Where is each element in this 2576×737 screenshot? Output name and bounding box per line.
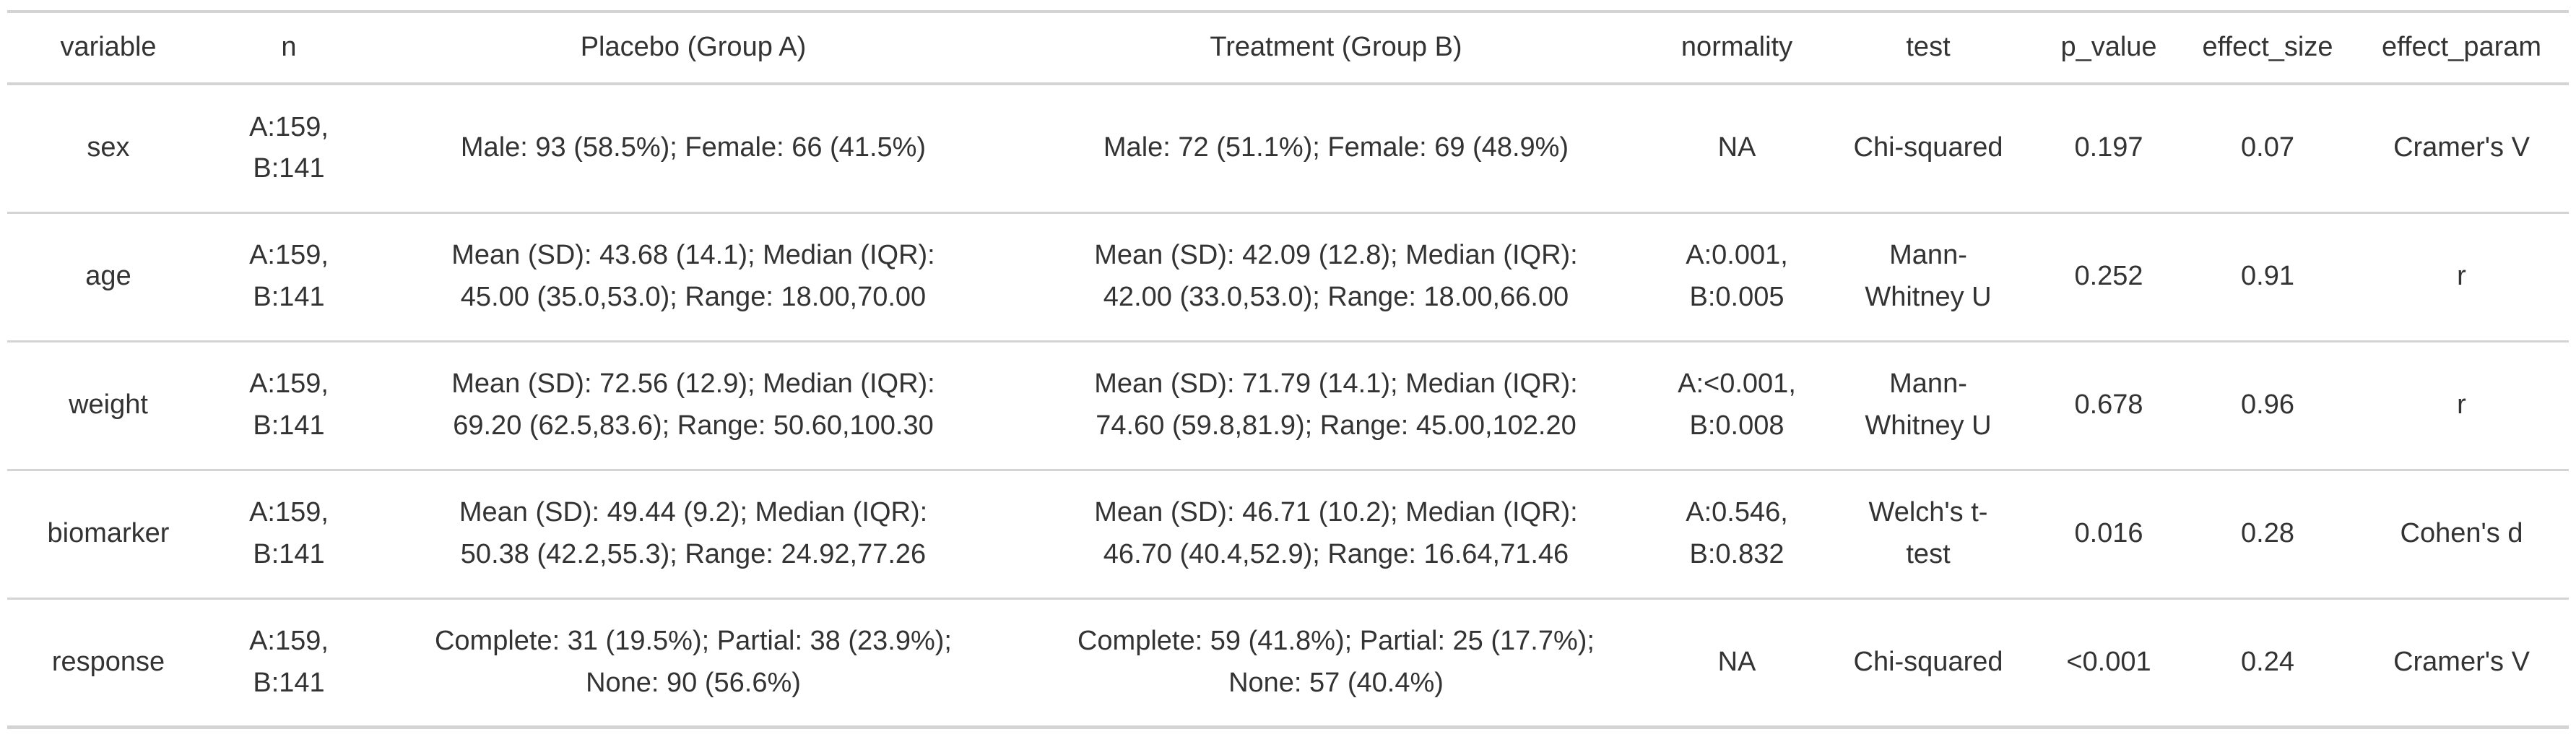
cell-p_value: 0.197 [2074, 132, 2143, 163]
cell-placebo: Mean (SD): 72.56 (12.9); Median (IQR): 6… [451, 368, 935, 441]
column-header-n: n [281, 32, 297, 63]
cell-placebo: Mean (SD): 49.44 (9.2); Median (IQR): 50… [459, 497, 928, 569]
cell-effect_param: Cramer's V [2393, 646, 2530, 677]
column-header-test: test [1906, 32, 1951, 63]
cell-normality: A:0.001, B:0.005 [1686, 240, 1788, 312]
column-header-variable: variable [60, 32, 157, 63]
statistical-summary-table: variable n Placebo (Group A) Treatment (Gro… [7, 10, 2569, 729]
cell-test: Mann- Whitney U [1865, 240, 1992, 312]
cell-p_value: 0.678 [2074, 389, 2143, 421]
cell-effect_size: 0.07 [2241, 132, 2294, 163]
cell-p_value: 0.252 [2074, 261, 2143, 292]
cell-normality: A:<0.001, B:0.008 [1678, 368, 1796, 441]
cell-normality: NA [1717, 646, 1756, 677]
column-header-normality: normality [1681, 32, 1793, 63]
table-body: sex A:159, B:141 Male: 93 (58.5%); Female:… [7, 84, 2569, 727]
cell-effect_size: 0.96 [2241, 389, 2294, 421]
cell-n: A:159, B:141 [249, 497, 329, 569]
column-header-effect_size: effect_size [2202, 32, 2333, 63]
table-row: age A:159, B:141 Mean (SD): 43.68 (14.1); … [7, 212, 2569, 341]
column-header-placebo: Placebo (Group A) [580, 32, 807, 63]
cell-treatment: Mean (SD): 46.71 (10.2); Median (IQR): 4… [1094, 497, 1578, 569]
cell-test: Chi-squared [1853, 646, 2003, 677]
cell-placebo: Complete: 31 (19.5%); Partial: 38 (23.9%… [434, 625, 952, 698]
cell-variable: sex [87, 132, 130, 163]
cell-effect_size: 0.91 [2241, 261, 2294, 292]
cell-treatment: Mean (SD): 71.79 (14.1); Median (IQR): 7… [1094, 368, 1578, 441]
column-header-p_value: p_value [2060, 32, 2157, 63]
table-header: variable n Placebo (Group A) Treatment (Gro… [7, 12, 2569, 84]
table-row: weight A:159, B:141 Mean (SD): 72.56 (12.9… [7, 341, 2569, 470]
cell-p_value: <0.001 [2066, 646, 2151, 677]
cell-variable: weight [69, 389, 148, 421]
cell-treatment: Mean (SD): 42.09 (12.8); Median (IQR): 4… [1094, 240, 1578, 312]
cell-normality: NA [1717, 132, 1756, 163]
cell-placebo: Male: 93 (58.5%); Female: 66 (41.5%) [460, 132, 927, 163]
cell-p_value: 0.016 [2074, 518, 2143, 549]
cell-effect_param: r [2457, 261, 2466, 292]
cell-effect_param: Cohen's d [2400, 518, 2523, 549]
cell-effect_size: 0.28 [2241, 518, 2294, 549]
cell-placebo: Mean (SD): 43.68 (14.1); Median (IQR): 4… [451, 240, 935, 312]
cell-variable: biomarker [47, 518, 170, 549]
cell-normality: A:0.546, B:0.832 [1686, 497, 1788, 569]
cell-effect_param: r [2457, 389, 2466, 421]
cell-n: A:159, B:141 [249, 111, 329, 184]
header-row: variable n Placebo (Group A) Treatment (Gro… [7, 12, 2569, 84]
cell-variable: age [85, 261, 131, 292]
cell-effect_param: Cramer's V [2393, 132, 2530, 163]
cell-n: A:159, B:141 [249, 625, 329, 698]
cell-n: A:159, B:141 [249, 368, 329, 441]
table-row: sex A:159, B:141 Male: 93 (58.5%); Female:… [7, 84, 2569, 212]
cell-test: Chi-squared [1853, 132, 2003, 163]
cell-variable: response [51, 646, 165, 677]
cell-n: A:159, B:141 [249, 240, 329, 312]
table-row: response A:159, B:141 Complete: 31 (19.5%)… [7, 598, 2569, 727]
cell-effect_size: 0.24 [2241, 646, 2294, 677]
column-header-treatment: Treatment (Group B) [1210, 32, 1462, 63]
cell-test: Welch's t- test [1868, 497, 1988, 569]
cell-test: Mann- Whitney U [1865, 368, 1992, 441]
cell-treatment: Male: 72 (51.1%); Female: 69 (48.9%) [1103, 132, 1569, 163]
table-row: biomarker A:159, B:141 Mean (SD): 49.44 (9… [7, 470, 2569, 598]
column-header-effect_param: effect_param [2381, 32, 2542, 63]
cell-treatment: Complete: 59 (41.8%); Partial: 25 (17.7%… [1077, 625, 1595, 698]
